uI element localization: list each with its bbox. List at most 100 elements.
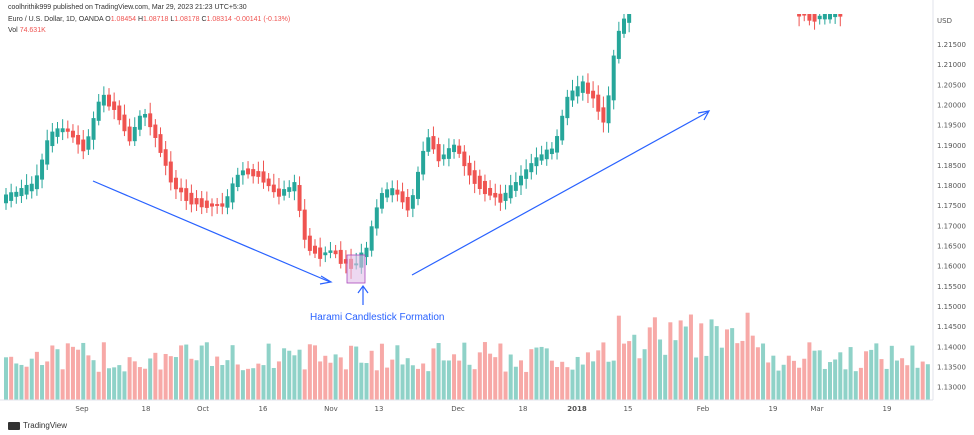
- volume-bar: [915, 367, 920, 400]
- volume-bar: [34, 351, 39, 400]
- volume-bar: [132, 361, 137, 400]
- volume-bar: [96, 371, 101, 400]
- candle-body: [472, 170, 477, 184]
- candle-body: [112, 101, 117, 110]
- candle-body: [333, 250, 338, 255]
- volume-bar: [230, 345, 235, 400]
- candle-body: [194, 198, 199, 205]
- candle-body: [498, 193, 503, 203]
- price-tick-label: 1.16500: [937, 243, 966, 251]
- time-tick-label: Nov: [324, 405, 338, 413]
- close-label: C: [201, 16, 207, 23]
- candle-body: [555, 136, 560, 153]
- candle-body: [235, 174, 240, 188]
- volume-bar: [158, 369, 163, 400]
- candle-body: [627, 14, 632, 23]
- candle-body: [828, 14, 832, 20]
- volume-bar: [379, 343, 384, 400]
- volume-bar: [565, 367, 570, 400]
- volume-bar: [416, 368, 420, 400]
- candle-body: [601, 107, 606, 123]
- candle-body: [622, 18, 626, 34]
- volume-bar: [251, 368, 256, 400]
- candle-body: [519, 175, 523, 186]
- volume-bar: [766, 362, 771, 400]
- volume-bar: [874, 343, 879, 400]
- publish-info: coolhrithik999 published on TradingView.…: [8, 4, 247, 11]
- volume-bar: [920, 361, 925, 400]
- volume-bar: [189, 358, 194, 400]
- volume-bar: [328, 362, 333, 400]
- candle-body: [534, 157, 539, 167]
- candle-body: [570, 90, 575, 101]
- candle-body: [91, 118, 96, 140]
- volume-bar: [606, 361, 611, 400]
- candle-body: [544, 149, 549, 160]
- candle-body: [65, 128, 70, 132]
- candle-body: [812, 14, 817, 22]
- volume-bar: [725, 329, 729, 400]
- candle-body: [4, 194, 8, 204]
- price-tick-label: 1.18000: [937, 182, 966, 190]
- volume-bar: [101, 342, 106, 400]
- candle-body: [50, 131, 55, 147]
- volume-bar: [349, 345, 354, 400]
- volume-bar: [714, 326, 719, 400]
- volume-bar: [797, 367, 802, 400]
- volume-bar: [786, 355, 791, 400]
- volume-bar: [302, 369, 307, 400]
- price-tick-label: 1.21500: [937, 41, 966, 49]
- time-tick-label: 18: [142, 405, 151, 413]
- candle-body: [513, 182, 518, 191]
- low-label: L: [170, 16, 175, 23]
- candle-body: [261, 171, 266, 183]
- volume-bar: [199, 345, 204, 400]
- candle-body: [313, 245, 317, 254]
- volume-bar: [822, 368, 827, 400]
- candle-body: [179, 187, 184, 193]
- volume-bar: [652, 317, 657, 400]
- volume-bar: [905, 365, 910, 400]
- volume-bar: [163, 353, 168, 400]
- volume-bar: [65, 343, 70, 400]
- candle-body: [452, 144, 457, 153]
- candle-body: [539, 154, 544, 161]
- volume-bar: [884, 368, 889, 400]
- candle-body: [271, 184, 276, 193]
- candle-body: [549, 148, 554, 155]
- volume-bar: [534, 347, 539, 400]
- candle-body: [96, 101, 101, 121]
- candle-body: [838, 14, 843, 17]
- volume-bar: [544, 348, 549, 400]
- candle-body: [246, 168, 251, 175]
- uptrend-arrow: [411, 110, 711, 276]
- candle-body: [426, 137, 431, 152]
- candle-body: [493, 192, 498, 198]
- volume-bar: [539, 346, 544, 400]
- volume-bar: [812, 350, 817, 400]
- volume-bar: [266, 343, 271, 400]
- candle-body: [24, 184, 29, 195]
- candle-body: [421, 150, 426, 175]
- volume-bar: [910, 345, 915, 400]
- volume-bar: [194, 360, 199, 400]
- volume-bar: [374, 370, 379, 400]
- price-tick-label: 1.17500: [937, 202, 966, 210]
- candle-body: [410, 195, 415, 209]
- volume-bar: [276, 361, 281, 400]
- volume-bar: [369, 350, 374, 400]
- candle-body: [529, 163, 534, 173]
- volume-bar: [137, 367, 142, 400]
- volume-bar: [513, 366, 518, 400]
- volume-bar: [694, 357, 699, 400]
- volume-bar: [184, 344, 189, 400]
- candle-body: [137, 115, 142, 130]
- volume-bar: [524, 371, 529, 400]
- volume-bar: [570, 369, 575, 400]
- volume-bar: [776, 370, 781, 400]
- volume-bar: [632, 334, 637, 400]
- volume-bar: [704, 355, 709, 400]
- tradingview-footer[interactable]: TradingView: [8, 421, 67, 430]
- time-tick-label: 19: [883, 405, 892, 413]
- candle-body: [287, 187, 292, 192]
